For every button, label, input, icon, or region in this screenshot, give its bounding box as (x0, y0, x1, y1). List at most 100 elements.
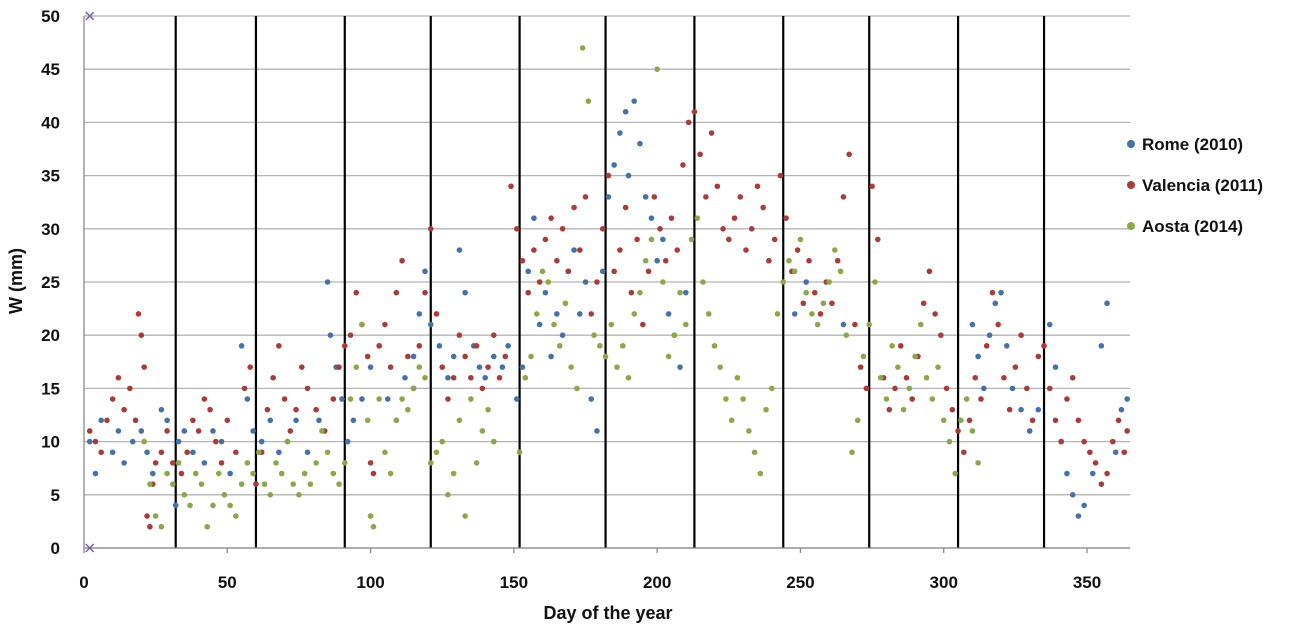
point-s1-174 (1075, 417, 1082, 424)
point-s2-126 (877, 374, 884, 381)
point-s0-37 (367, 364, 374, 370)
point-s2-69 (551, 321, 557, 328)
legend-marker-0 (1127, 140, 1135, 148)
point-s1-29 (241, 385, 248, 392)
point-s2-77 (597, 343, 603, 349)
point-s1-74 (502, 353, 509, 360)
x-tick-label-4: 200 (643, 573, 671, 592)
point-s1-132 (834, 257, 841, 264)
point-s1-27 (224, 417, 231, 424)
point-s0-76 (622, 108, 629, 115)
point-s0-4 (115, 428, 122, 434)
point-s0-80 (642, 194, 649, 200)
point-s1-23 (201, 396, 208, 402)
point-s1-120 (766, 257, 772, 264)
x-tick-label-6: 300 (930, 573, 958, 592)
point-s0-114 (1124, 396, 1130, 402)
point-s0-83 (660, 236, 666, 243)
point-s2-55 (450, 470, 457, 477)
point-s0-95 (992, 300, 999, 307)
point-s2-6 (175, 460, 182, 466)
point-s0-81 (648, 215, 655, 221)
y-tick-labels: 0 5 10 15 20 25 30 35 40 45 50 (41, 7, 60, 558)
point-s1-141 (886, 406, 893, 413)
point-s1-77 (519, 257, 526, 264)
point-s2-113 (803, 289, 809, 296)
point-s2-96 (705, 311, 712, 317)
month-boundary-lines (174, 16, 1046, 548)
point-s2-140 (958, 417, 964, 424)
point-s1-126 (800, 300, 807, 307)
point-s2-139 (952, 470, 958, 477)
point-s2-135 (929, 396, 936, 402)
point-s0-55 (499, 364, 506, 370)
point-s0-43 (416, 311, 423, 317)
point-s1-131 (829, 300, 835, 307)
point-s1-4 (109, 396, 116, 402)
legend-marker-1 (1127, 181, 1135, 189)
point-s0-35 (350, 417, 357, 424)
point-s1-108 (697, 151, 703, 158)
x-tick-label-5: 250 (786, 573, 814, 592)
legend-marker-2 (1127, 222, 1135, 230)
point-s2-2 (152, 513, 159, 519)
point-s0-89 (803, 279, 809, 285)
point-s0-31 (327, 332, 334, 339)
point-s1-65 (450, 374, 457, 381)
point-s2-47 (405, 406, 411, 413)
point-s2-132 (912, 353, 918, 360)
point-s1-30 (247, 364, 254, 370)
point-s2-17 (238, 481, 245, 487)
point-s1-159 (989, 289, 996, 296)
point-s0-54 (491, 353, 497, 360)
point-s1-166 (1029, 417, 1036, 424)
point-s2-90 (671, 332, 678, 339)
point-s1-178 (1098, 481, 1105, 487)
point-s2-38 (359, 321, 365, 328)
point-s1-118 (754, 183, 761, 190)
point-s2-16 (233, 513, 239, 519)
legend-item-2: Aosta (2014) (1127, 217, 1243, 236)
point-s2-46 (399, 396, 405, 402)
point-s1-13 (147, 523, 153, 530)
point-s2-39 (364, 417, 371, 424)
point-s1-47 (353, 289, 360, 296)
point-s2-78 (602, 353, 609, 360)
x-tick-labels: 0 50 100 150 200 250 300 350 (79, 573, 1101, 592)
point-s0-8 (144, 449, 150, 456)
legend-label-1: Valencia (2011) (1142, 176, 1263, 195)
point-s1-28 (233, 449, 239, 456)
point-s0-34 (344, 438, 351, 445)
point-s2-106 (763, 406, 769, 413)
point-s1-151 (943, 385, 950, 392)
corner-marker-1 (85, 543, 95, 553)
point-s2-143 (975, 460, 981, 466)
point-s2-111 (791, 268, 798, 275)
point-s0-15 (190, 449, 196, 456)
point-s0-91 (969, 321, 976, 328)
point-s2-94 (694, 215, 701, 221)
point-s2-35 (341, 460, 348, 466)
point-s2-136 (935, 364, 941, 370)
point-s0-1 (92, 470, 99, 477)
point-s0-50 (462, 289, 468, 296)
point-s2-102 (740, 396, 746, 402)
legend-item-0: Rome (2010) (1127, 135, 1243, 154)
point-s2-40 (367, 513, 374, 519)
point-s1-70 (479, 385, 486, 392)
point-s2-141 (963, 396, 970, 402)
point-s1-104 (674, 247, 681, 253)
point-s1-55 (393, 289, 400, 296)
point-s1-87 (576, 247, 583, 253)
point-s2-103 (746, 428, 752, 434)
point-s2-137 (940, 417, 947, 424)
point-s1-25 (213, 438, 219, 445)
point-s0-52 (476, 364, 483, 370)
point-s0-113 (1118, 406, 1125, 413)
point-s0-112 (1112, 449, 1119, 456)
point-s0-19 (227, 470, 233, 477)
point-s0-18 (218, 438, 225, 445)
point-s1-72 (491, 332, 497, 339)
point-s1-122 (777, 172, 784, 179)
legend-label-2: Aosta (2014) (1142, 217, 1243, 236)
